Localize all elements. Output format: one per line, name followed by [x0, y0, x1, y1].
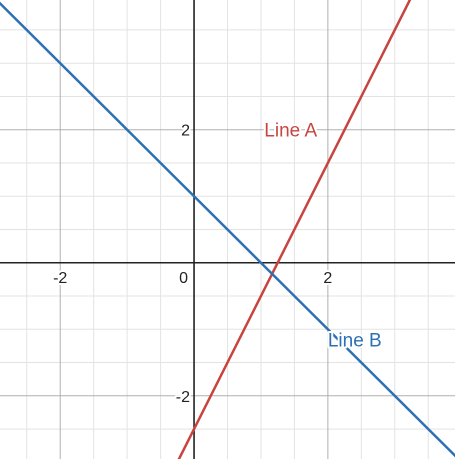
line-labels: Line A Line B	[262, 119, 383, 354]
tick-labels: -2 2 -2 2 0	[51, 121, 334, 408]
line-label-b: Line B	[328, 330, 382, 351]
origin-label: 0	[179, 270, 188, 287]
x-tick-label: -2	[53, 270, 67, 287]
y-tick-label: 2	[181, 123, 190, 140]
series-line-a	[177, 0, 412, 459]
line-label-a: Line A	[264, 121, 317, 142]
x-tick-label: 2	[323, 270, 332, 287]
y-tick-label: -2	[176, 389, 190, 406]
